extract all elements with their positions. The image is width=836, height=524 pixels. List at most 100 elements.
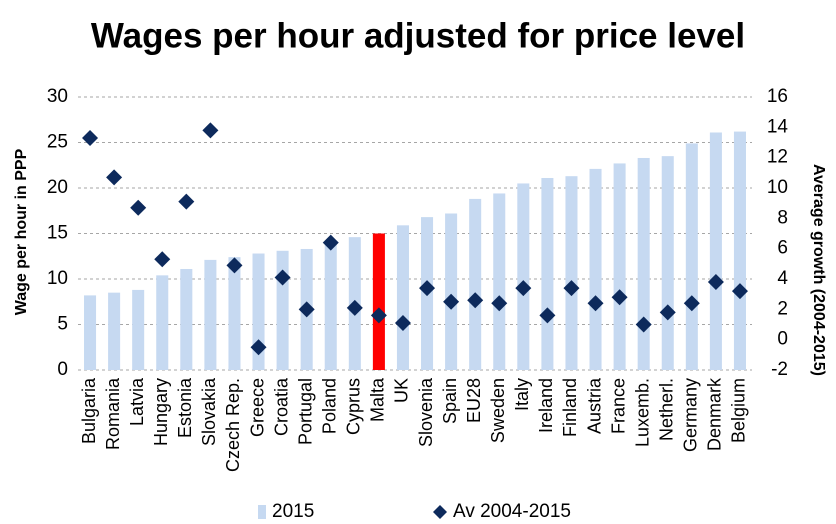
legend-label: 2015	[272, 501, 314, 522]
diamond-marker	[370, 307, 387, 324]
bar	[661, 156, 674, 370]
y-tick-label: 15	[47, 223, 68, 244]
diamond-marker	[250, 339, 267, 356]
x-tick-label: Luxemb.	[632, 378, 652, 447]
bar	[156, 275, 169, 370]
bar	[493, 193, 506, 370]
x-tick-label: Spain	[440, 378, 460, 424]
x-tick-label: Bulgaria	[79, 377, 99, 444]
x-tick-label: Greece	[247, 378, 267, 437]
diamond-marker	[731, 283, 748, 300]
diamond-marker	[322, 234, 339, 251]
x-tick-label: Austria	[584, 377, 604, 434]
bar	[276, 250, 289, 370]
y2-tick-label: 6	[777, 238, 788, 259]
bar	[252, 253, 265, 370]
bar	[108, 292, 121, 370]
y2-tick-label: 12	[767, 147, 788, 168]
x-tick-label: Netherl.	[657, 378, 677, 441]
bar	[324, 244, 337, 370]
bar	[84, 295, 97, 370]
diamond-marker	[130, 199, 147, 216]
y2-tick-label: 2	[777, 298, 788, 319]
diamond-marker	[346, 299, 363, 316]
diamond-marker	[419, 280, 436, 297]
legend-label: Av 2004-2015	[453, 501, 571, 522]
x-tick-label: Cyprus	[344, 378, 364, 435]
y2-tick-label: 4	[777, 268, 788, 289]
diamond-marker	[515, 280, 532, 297]
bar	[469, 198, 482, 370]
x-tick-label: Slovenia	[416, 377, 436, 447]
x-tick-label: Estonia	[175, 377, 195, 438]
diamond-marker	[707, 274, 724, 291]
y2-tick-label: 0	[777, 329, 788, 350]
bar	[589, 168, 602, 370]
x-tick-label: France	[608, 378, 628, 434]
diamond-marker	[154, 251, 171, 268]
x-tick-label: Latvia	[127, 377, 147, 426]
diamond-marker	[491, 295, 508, 312]
x-tick-label: Croatia	[271, 377, 291, 436]
bar	[637, 157, 650, 370]
bar	[445, 213, 458, 370]
bar	[132, 289, 145, 370]
x-tick-label: Czech Rep.	[223, 378, 243, 472]
x-tick-label: Sweden	[488, 378, 508, 443]
x-tick-label: Romania	[103, 377, 123, 450]
chart-title: Wages per hour adjusted for price level	[91, 16, 745, 55]
x-tick-label: UK	[392, 378, 412, 403]
y-tick-label: 0	[57, 359, 68, 380]
bar	[228, 257, 241, 370]
bar	[709, 132, 722, 370]
x-tick-label: Germany	[681, 378, 701, 452]
bar	[372, 233, 385, 370]
x-tick-label: Denmark	[705, 377, 725, 451]
diamond-marker	[635, 316, 652, 333]
bar	[541, 177, 554, 370]
diamond-marker	[539, 307, 556, 324]
diamond-marker	[298, 301, 315, 318]
y2-tick-label: -2	[771, 359, 788, 380]
y2-tick-label: 14	[767, 116, 789, 137]
y-tick-label: 25	[47, 132, 68, 153]
y2-tick-label: 8	[777, 207, 788, 228]
diamond-marker	[394, 314, 411, 331]
x-tick-label: Ireland	[536, 378, 556, 433]
bar	[613, 163, 626, 370]
diamond-marker	[202, 122, 219, 139]
y-tick-label: 10	[47, 268, 68, 289]
y2-tick-label: 10	[767, 177, 788, 198]
diamond-marker	[178, 193, 195, 210]
diamond-marker	[226, 257, 243, 274]
diamond-marker	[82, 129, 99, 146]
y-axis-label: Wage per hour in PPP	[13, 148, 30, 315]
legend-swatch	[433, 505, 447, 519]
diamond-marker	[587, 295, 604, 312]
y-tick-label: 30	[47, 86, 68, 107]
x-tick-label: Italy	[512, 378, 532, 411]
x-tick-label: Poland	[320, 378, 340, 434]
legend-swatch	[258, 505, 266, 519]
y-tick-label: 5	[57, 314, 68, 335]
x-tick-label: Malta	[368, 377, 388, 422]
y2-tick-label: 16	[767, 86, 788, 107]
diamond-marker	[274, 269, 291, 286]
diamond-marker	[683, 295, 700, 312]
bar	[180, 268, 193, 370]
diamond-marker	[443, 293, 460, 310]
x-tick-label: Finland	[560, 378, 580, 437]
bar	[204, 259, 217, 370]
x-tick-label: Portugal	[295, 378, 315, 445]
x-tick-label: EU28	[464, 378, 484, 423]
bar	[685, 143, 698, 370]
diamond-marker	[563, 280, 580, 297]
bar	[396, 225, 409, 370]
y2-axis-label: Average growth (2004-2015)	[810, 164, 827, 376]
diamond-marker	[611, 289, 628, 306]
bar	[517, 183, 530, 370]
x-tick-label: Belgium	[729, 378, 749, 443]
x-tick-label: Slovakia	[199, 377, 219, 446]
diamond-marker	[106, 169, 123, 186]
